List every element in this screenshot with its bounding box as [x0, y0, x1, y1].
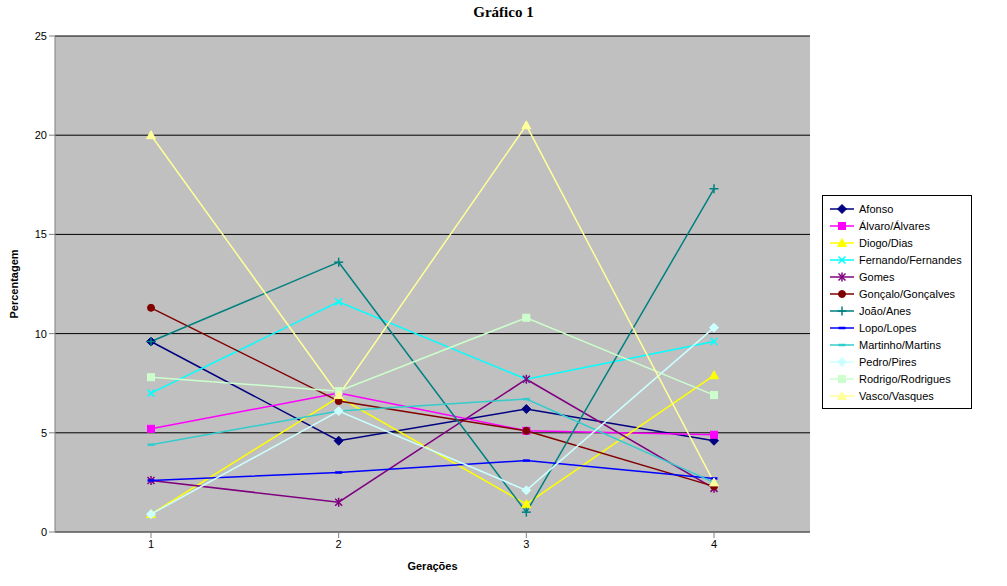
- html-text:Martinho/Martins: Martinho/Martins: [859, 338, 941, 351]
- svg-text:25: 25: [35, 30, 47, 42]
- svg-text:15: 15: [35, 228, 47, 240]
- html-text:Pedro/Pires: Pedro/Pires: [859, 355, 917, 368]
- svg-text:2: 2: [336, 538, 342, 550]
- html-text:João/Anes: João/Anes: [859, 304, 911, 317]
- html-text:Lopo/Lopes: Lopo/Lopes: [859, 321, 917, 334]
- html-text:Gonçalo/Gonçalves: Gonçalo/Gonçalves: [859, 287, 955, 300]
- html-text:Fernando/Fernandes: Fernando/Fernandes: [859, 253, 962, 266]
- html-text:Rodrigo/Rodrigues: Rodrigo/Rodrigues: [859, 372, 951, 385]
- html-text:Gráfico 1: Gráfico 1: [473, 4, 534, 20]
- svg-text:10: 10: [35, 328, 47, 340]
- svg-text:Gerações: Gerações: [407, 560, 457, 572]
- html-text:Vasco/Vasques: Vasco/Vasques: [859, 389, 934, 402]
- svg-text:4: 4: [711, 538, 717, 550]
- svg-text:1: 1: [148, 538, 154, 550]
- svg-text:0: 0: [41, 526, 47, 538]
- html-text:Gomes: Gomes: [859, 270, 895, 283]
- svg-text:5: 5: [41, 427, 47, 439]
- svg-text:Percentagem: Percentagem: [8, 249, 20, 318]
- svg-text:20: 20: [35, 129, 47, 141]
- html-text:Álvaro/Álvares: Álvaro/Álvares: [859, 219, 930, 232]
- html-text:Afonso: Afonso: [859, 202, 894, 215]
- html-text:Diogo/Dias: Diogo/Dias: [859, 236, 913, 249]
- svg-text:3: 3: [523, 538, 529, 550]
